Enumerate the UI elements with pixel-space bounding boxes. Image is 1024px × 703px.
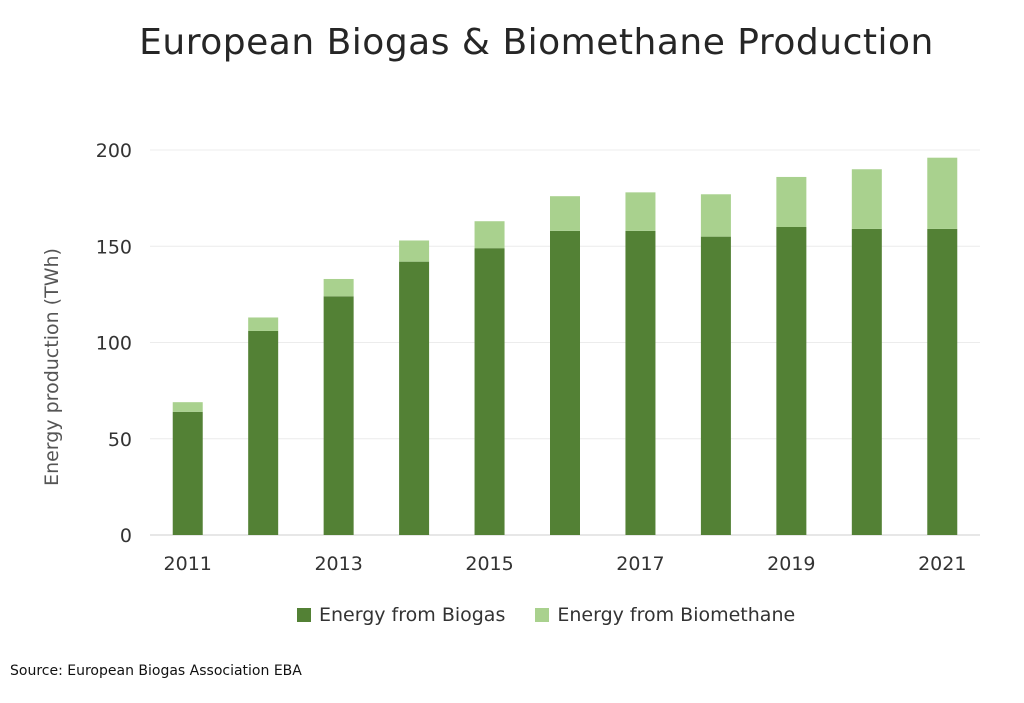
chart-title: European Biogas & Biomethane Production [139, 22, 934, 63]
bar-biogas [474, 248, 505, 536]
x-tick-label: 2015 [465, 553, 513, 575]
x-tick-label: 2013 [314, 553, 362, 575]
bar-biogas [399, 261, 430, 535]
y-tick-label: 200 [96, 140, 132, 162]
bar-biogas [323, 296, 354, 535]
x-tick-label: 2017 [616, 553, 664, 575]
bar-biomethane [323, 278, 354, 297]
bars [172, 157, 958, 536]
bar-biogas [625, 230, 656, 535]
y-tick-label: 150 [96, 236, 132, 258]
bar-biomethane [172, 402, 203, 412]
bar-biomethane [248, 317, 279, 331]
bar-biomethane [700, 194, 731, 237]
x-tick-labels: 2011 2013 2015 2017 2019 2021 [164, 553, 967, 575]
bar-biomethane [625, 192, 656, 231]
bar-biogas [927, 228, 958, 536]
legend-label-biogas: Energy from Biogas [319, 604, 506, 626]
bar-biogas [700, 236, 731, 535]
x-tick-label: 2019 [767, 553, 815, 575]
legend-item-biogas: Energy from Biogas [297, 604, 505, 626]
bar-biogas [776, 227, 807, 535]
legend: Energy from Biogas Energy from Biomethan… [297, 604, 825, 626]
y-tick-label: 50 [108, 429, 132, 451]
bar-biomethane [851, 169, 882, 229]
y-tick-label: 0 [120, 525, 132, 547]
x-tick-label: 2021 [918, 553, 966, 575]
legend-item-biomethane: Energy from Biomethane [535, 604, 795, 626]
y-axis-label: Energy production (TWh) [41, 248, 63, 486]
legend-swatch-biogas [297, 608, 311, 622]
bar-biogas [172, 411, 203, 535]
bar-biomethane [776, 176, 807, 227]
bar-biomethane [399, 240, 430, 262]
bar-biogas [248, 330, 279, 535]
source-note: Source: European Biogas Association EBA [10, 663, 302, 679]
y-tick-labels: 0 50 100 150 200 [96, 140, 132, 547]
legend-swatch-biomethane [535, 608, 550, 622]
bar-biomethane [474, 221, 505, 249]
legend-label-biomethane: Energy from Biomethane [557, 604, 796, 626]
bar-biomethane [550, 196, 580, 231]
y-tick-label: 100 [96, 333, 132, 355]
bar-biogas [550, 230, 580, 535]
x-tick-label: 2011 [164, 553, 212, 575]
bar-biogas [851, 228, 882, 536]
bar-biomethane [927, 157, 958, 229]
